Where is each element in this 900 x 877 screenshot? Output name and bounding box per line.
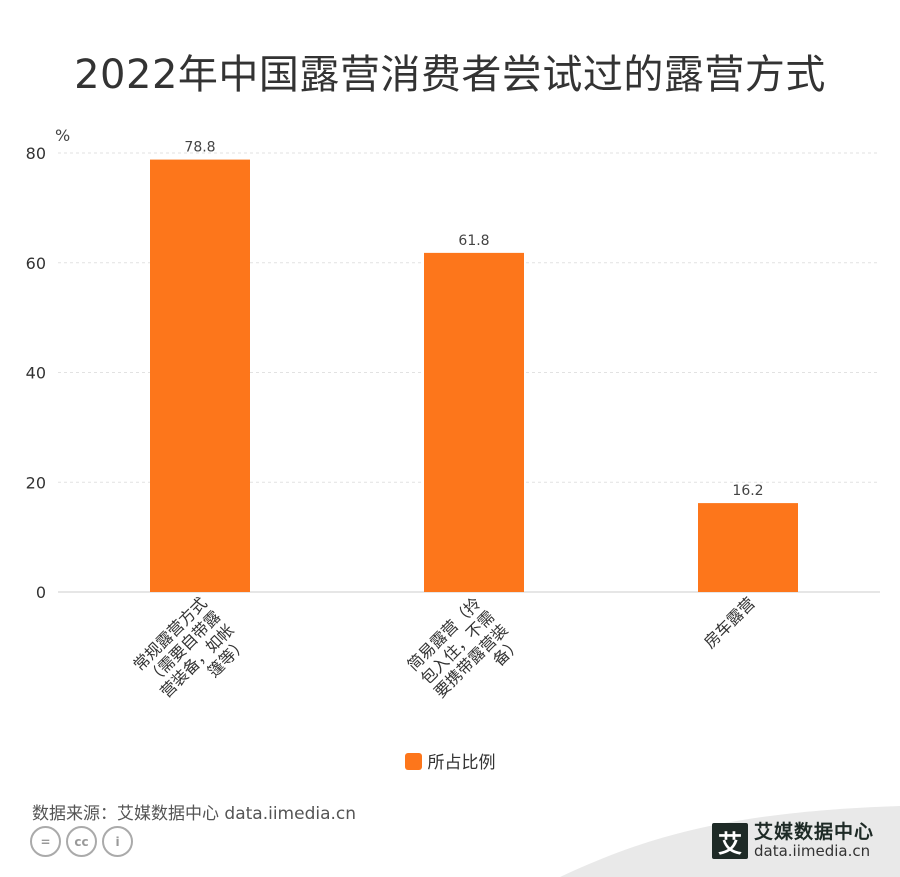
license-icons: = cc i bbox=[30, 826, 133, 857]
bar bbox=[150, 159, 250, 592]
y-tick-label: 0 bbox=[36, 583, 46, 602]
legend: 所占比例 bbox=[0, 748, 900, 773]
data-label: 61.8 bbox=[458, 233, 489, 249]
equals-icon: = bbox=[30, 826, 61, 857]
bar bbox=[424, 252, 524, 592]
legend-swatch bbox=[404, 753, 422, 770]
y-tick-label: 80 bbox=[26, 144, 46, 163]
brand-url: data.iimedia.cn bbox=[754, 842, 871, 860]
data-label: 16.2 bbox=[732, 483, 763, 499]
y-tick-label: 20 bbox=[26, 473, 46, 492]
bar-chart: 0 20 40 60 80 78.8 常规露营方式（需要自带露营装备，如帐篷等） 61.8 简易… bbox=[26, 140, 880, 715]
bar bbox=[698, 503, 798, 592]
brand-logo: 艾 艾媒数据中心 data.iimedia.cn bbox=[712, 822, 874, 860]
y-tick-label: 60 bbox=[26, 254, 46, 273]
chart-title: 2022年中国露营消费者尝试过的露营方式 bbox=[74, 52, 826, 98]
y-axis-unit: % bbox=[55, 126, 71, 145]
source-note: 数据来源：艾媒数据中心 data.iimedia.cn bbox=[32, 804, 357, 824]
brand-name: 艾媒数据中心 bbox=[754, 821, 875, 843]
legend-label: 所占比例 bbox=[427, 753, 496, 773]
x-tick-label: 常规露营方式（需要自带露营装备，如帐篷等） bbox=[130, 593, 252, 715]
cc-icon: cc bbox=[66, 826, 97, 857]
y-tick-label: 40 bbox=[26, 364, 46, 383]
person-icon: i bbox=[102, 826, 133, 857]
x-tick-label: 简易露营（拎包入住，不需要携带露营装备） bbox=[404, 593, 526, 715]
data-label: 78.8 bbox=[184, 140, 215, 156]
x-tick-label: 房车露营 bbox=[700, 593, 759, 652]
brand-logo-mark: 艾 bbox=[712, 823, 748, 859]
